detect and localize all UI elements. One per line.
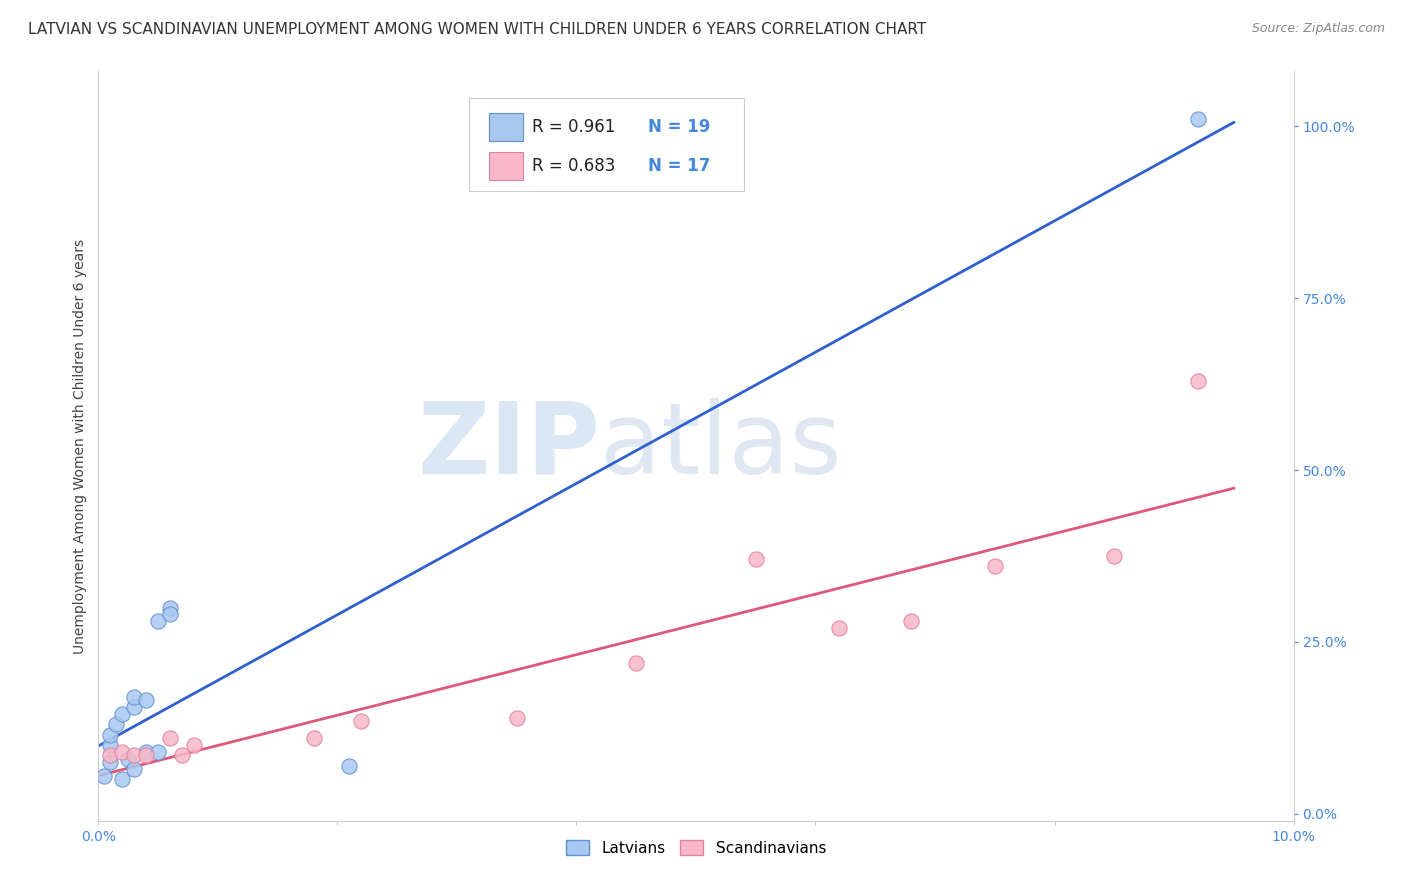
Point bbox=[506, 710, 529, 724]
Point bbox=[93, 769, 115, 783]
Point bbox=[98, 738, 122, 752]
FancyBboxPatch shape bbox=[489, 152, 523, 180]
Point bbox=[339, 758, 361, 772]
Text: R = 0.961: R = 0.961 bbox=[533, 118, 616, 136]
Point bbox=[172, 748, 194, 763]
Point bbox=[105, 717, 128, 731]
Point bbox=[350, 714, 373, 728]
Text: N = 17: N = 17 bbox=[648, 157, 710, 175]
Point bbox=[111, 745, 134, 759]
Point bbox=[124, 762, 146, 776]
Point bbox=[900, 615, 922, 629]
Legend: Latvians, Scandinavians: Latvians, Scandinavians bbox=[560, 833, 832, 862]
Point bbox=[828, 621, 851, 635]
Point bbox=[148, 745, 170, 759]
Point bbox=[183, 738, 205, 752]
Point bbox=[159, 600, 181, 615]
FancyBboxPatch shape bbox=[489, 112, 523, 141]
Point bbox=[135, 748, 157, 763]
Point bbox=[148, 615, 170, 629]
Text: N = 19: N = 19 bbox=[648, 118, 710, 136]
Point bbox=[135, 745, 157, 759]
Point bbox=[159, 607, 181, 622]
Point bbox=[98, 728, 122, 742]
Text: atlas: atlas bbox=[600, 398, 842, 494]
Point bbox=[124, 748, 146, 763]
Text: ZIP: ZIP bbox=[418, 398, 600, 494]
Point bbox=[111, 772, 134, 787]
Point bbox=[98, 748, 122, 763]
Point bbox=[124, 690, 146, 704]
Point bbox=[1104, 549, 1126, 563]
Point bbox=[1187, 112, 1209, 127]
Point bbox=[159, 731, 181, 746]
Point bbox=[111, 707, 134, 722]
Point bbox=[135, 693, 157, 707]
Point bbox=[124, 700, 146, 714]
FancyBboxPatch shape bbox=[470, 97, 744, 191]
Point bbox=[745, 552, 768, 566]
Point bbox=[302, 731, 325, 746]
Point bbox=[98, 755, 122, 769]
Text: LATVIAN VS SCANDINAVIAN UNEMPLOYMENT AMONG WOMEN WITH CHILDREN UNDER 6 YEARS COR: LATVIAN VS SCANDINAVIAN UNEMPLOYMENT AMO… bbox=[28, 22, 927, 37]
Point bbox=[117, 752, 139, 766]
Y-axis label: Unemployment Among Women with Children Under 6 years: Unemployment Among Women with Children U… bbox=[73, 238, 87, 654]
Point bbox=[984, 559, 1007, 574]
Point bbox=[626, 656, 648, 670]
Text: Source: ZipAtlas.com: Source: ZipAtlas.com bbox=[1251, 22, 1385, 36]
Text: R = 0.683: R = 0.683 bbox=[533, 157, 616, 175]
Point bbox=[1187, 374, 1209, 388]
